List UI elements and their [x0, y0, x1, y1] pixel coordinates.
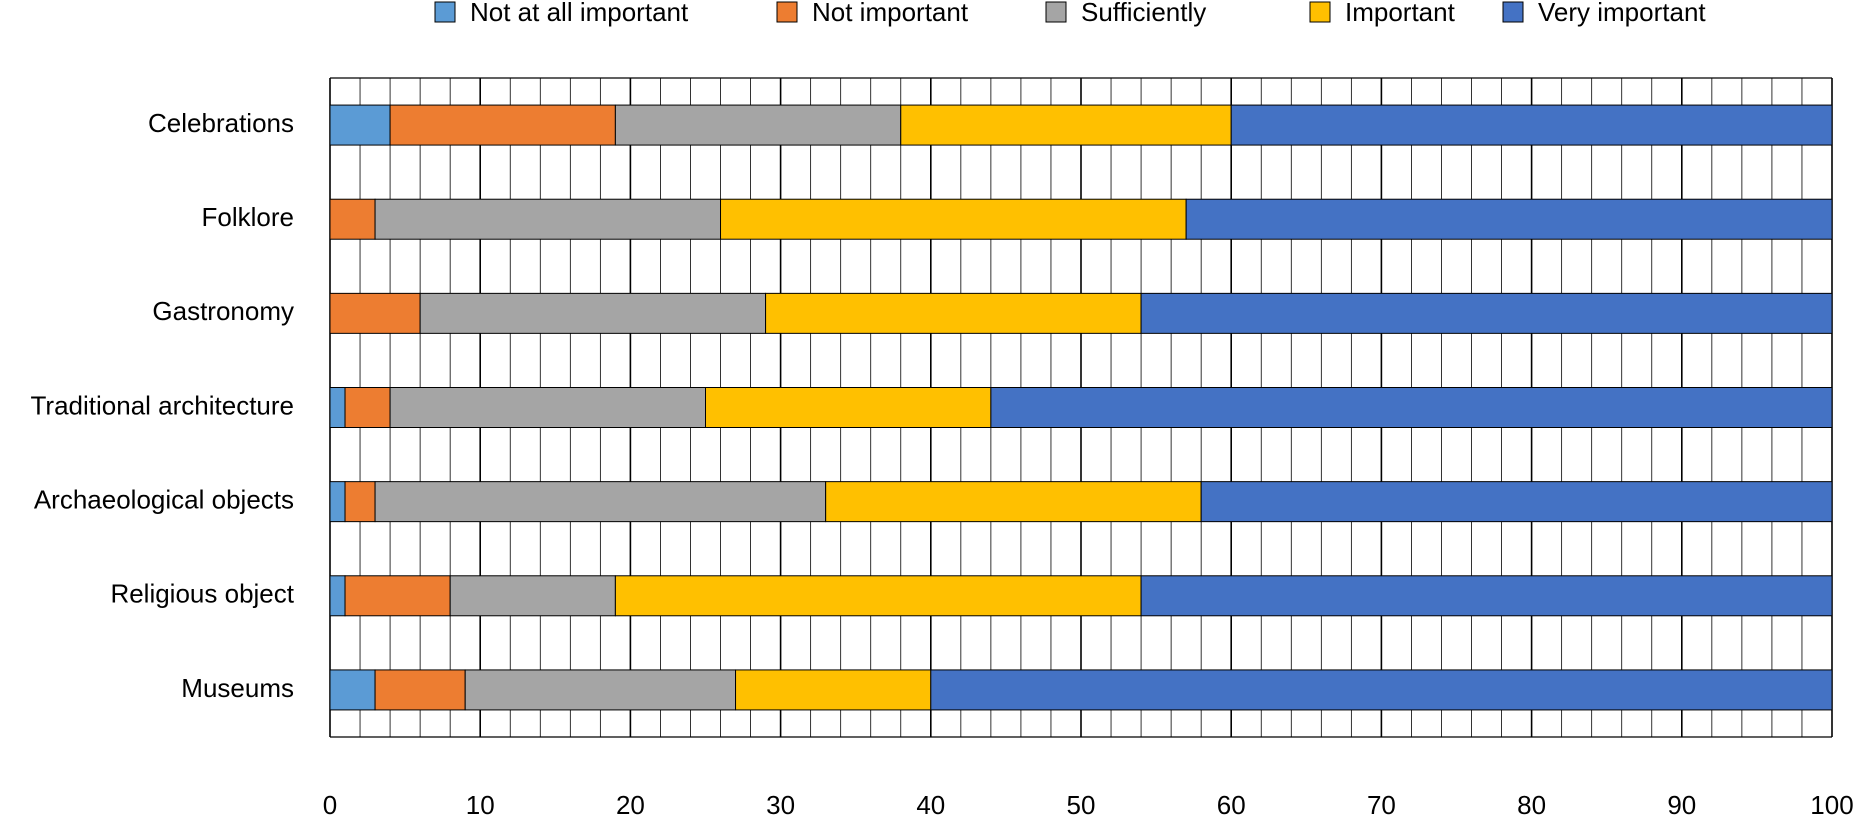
bar-segment — [990, 387, 1833, 428]
category-label: Gastronomy — [152, 296, 294, 326]
bar-segment — [329, 669, 376, 711]
x-tick-label: 70 — [1367, 790, 1396, 820]
bar-segment — [1185, 198, 1833, 240]
bar-segment — [464, 669, 737, 711]
x-tick-label: 20 — [616, 790, 645, 820]
category-label: Religious object — [110, 579, 294, 609]
x-tick-label: 30 — [766, 790, 795, 820]
bar-segment — [614, 575, 1142, 617]
bar-segment — [389, 387, 706, 428]
bar-segment — [389, 104, 616, 146]
bar-segment — [329, 481, 346, 523]
bar-segment — [720, 198, 1187, 240]
bar-segment — [1230, 104, 1833, 146]
category-label: Museums — [181, 673, 294, 703]
bar-segment — [329, 104, 391, 146]
bar-segment — [765, 292, 1142, 334]
bar-segment — [1200, 481, 1833, 523]
value-axis-tick-labels: 0 10 20 30 40 50 60 70 80 90 100 — [323, 790, 1853, 820]
x-tick-label: 60 — [1217, 790, 1246, 820]
bar-segment — [614, 104, 902, 146]
legend-label: Not at all important — [470, 0, 689, 27]
bar-segment — [374, 198, 722, 240]
bar-segment — [1140, 292, 1833, 334]
bar-segment — [900, 104, 1232, 146]
bar-segment — [344, 387, 391, 428]
category-label: Folklore — [202, 202, 294, 232]
bar-segment — [449, 575, 616, 617]
legend-label: Sufficiently — [1081, 0, 1206, 27]
bar-segment — [329, 198, 376, 240]
category-axis-labels: Celebrations Folklore Gastronomy Traditiona… — [31, 108, 295, 703]
bar-segment — [1140, 575, 1833, 617]
bar-segment — [344, 481, 376, 523]
legend-swatch — [1045, 1, 1067, 23]
x-tick-label: 80 — [1517, 790, 1546, 820]
category-label: Archaeological objects — [34, 485, 294, 515]
x-tick-label: 0 — [323, 790, 337, 820]
legend-swatch — [1309, 1, 1331, 23]
x-tick-label: 100 — [1810, 790, 1853, 820]
bar-segment — [329, 575, 346, 617]
bar-segment — [329, 292, 421, 334]
legend-swatch — [776, 1, 798, 23]
x-tick-label: 90 — [1667, 790, 1696, 820]
bar-segment — [374, 669, 466, 711]
bar-segment — [735, 669, 932, 711]
category-label: Celebrations — [148, 108, 294, 138]
legend-label: Not important — [812, 0, 969, 27]
bar-segment — [419, 292, 767, 334]
chart-bars — [329, 104, 1833, 711]
bar-segment — [329, 387, 346, 428]
bar-segment — [344, 575, 451, 617]
x-tick-label: 50 — [1067, 790, 1096, 820]
legend-label: Very important — [1538, 0, 1706, 27]
legend-swatch — [1502, 1, 1524, 23]
bar-segment — [825, 481, 1202, 523]
x-tick-label: 40 — [916, 790, 945, 820]
category-label: Traditional architecture — [31, 390, 295, 420]
chart-legend: Not at all important Not important Suffici… — [434, 0, 1706, 27]
bar-segment — [374, 481, 827, 523]
legend-label: Important — [1345, 0, 1456, 27]
x-tick-label: 10 — [466, 790, 495, 820]
legend-swatch — [434, 1, 456, 23]
bar-segment — [930, 669, 1833, 711]
bar-segment — [705, 387, 992, 428]
